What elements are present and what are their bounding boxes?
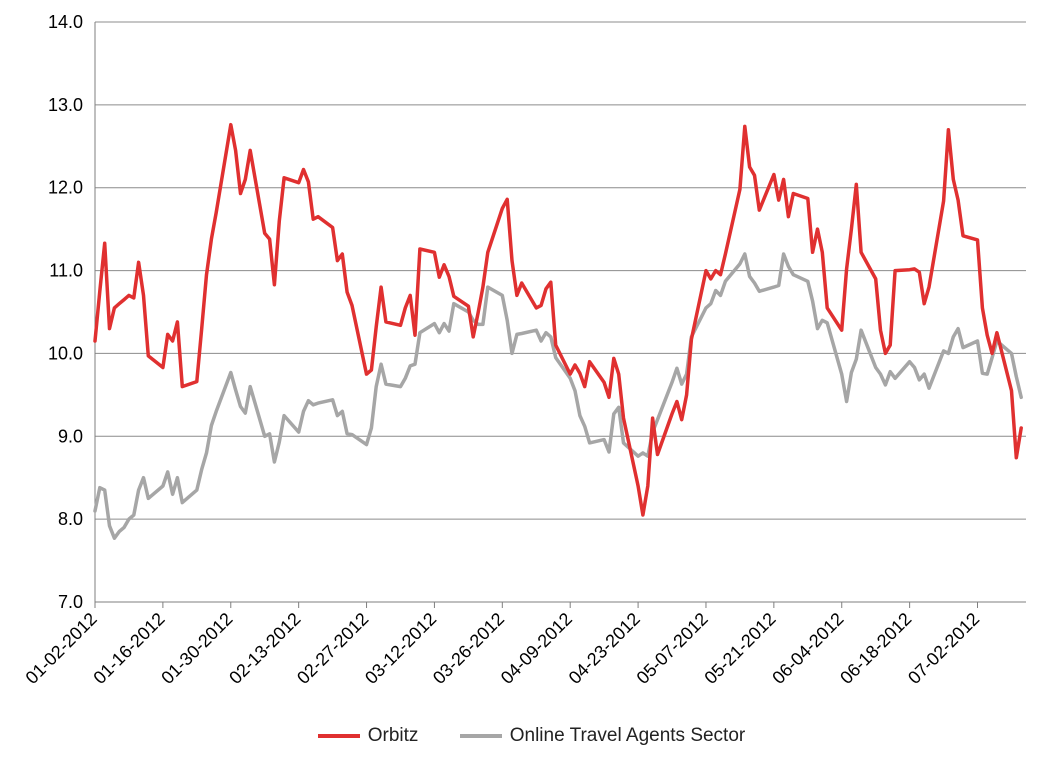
gridlines [95,21,1026,603]
x-tick-label: 03-12-2012 [361,609,440,688]
y-tick-label: 10.0 [48,343,83,363]
x-tick-label: 01-30-2012 [157,609,236,688]
y-tick-label: 11.0 [49,261,83,281]
x-tick-label: 07-02-2012 [904,609,983,688]
x-tick-label: 04-09-2012 [497,609,576,688]
y-tick-label: 7.0 [58,592,83,612]
x-tick-label: 06-04-2012 [768,609,847,688]
x-tick-label: 06-18-2012 [836,609,915,688]
x-tick-label: 04-23-2012 [565,609,644,688]
legend-label-orbitz: Orbitz [367,725,419,746]
x-tick-label: 01-02-2012 [22,609,101,688]
x-tick-label: 05-21-2012 [700,609,779,688]
legend-item-sector: Online Travel Agents Sector [459,725,746,747]
y-tick-label: 12.0 [48,178,83,198]
y-tick-label: 14.0 [48,12,83,32]
legend: Orbitz Online Travel Agents Sector [0,722,1063,747]
x-tick-label: 03-26-2012 [429,609,508,688]
x-tick-label: 01-16-2012 [89,609,168,688]
series-line-orbitz [93,122,1023,517]
x-tick-label: 02-13-2012 [225,609,304,688]
legend-item-orbitz: Orbitz [317,725,419,747]
series-lines [93,122,1023,540]
y-tick-label: 8.0 [58,509,83,529]
y-axis: 14.0 13.0 12.0 11.0 10.0 9.0 8.0 7.0 [48,12,83,612]
legend-swatch-sector [459,734,502,738]
legend-swatch-orbitz [317,734,360,738]
legend-label-sector: Online Travel Agents Sector [509,725,746,746]
series-line-online-travel-agents-sector [93,252,1023,540]
y-tick-label: 9.0 [58,426,83,446]
x-tick-label: 02-27-2012 [293,609,372,688]
x-tick-label: 05-07-2012 [633,609,712,688]
y-tick-label: 13.0 [48,95,83,115]
